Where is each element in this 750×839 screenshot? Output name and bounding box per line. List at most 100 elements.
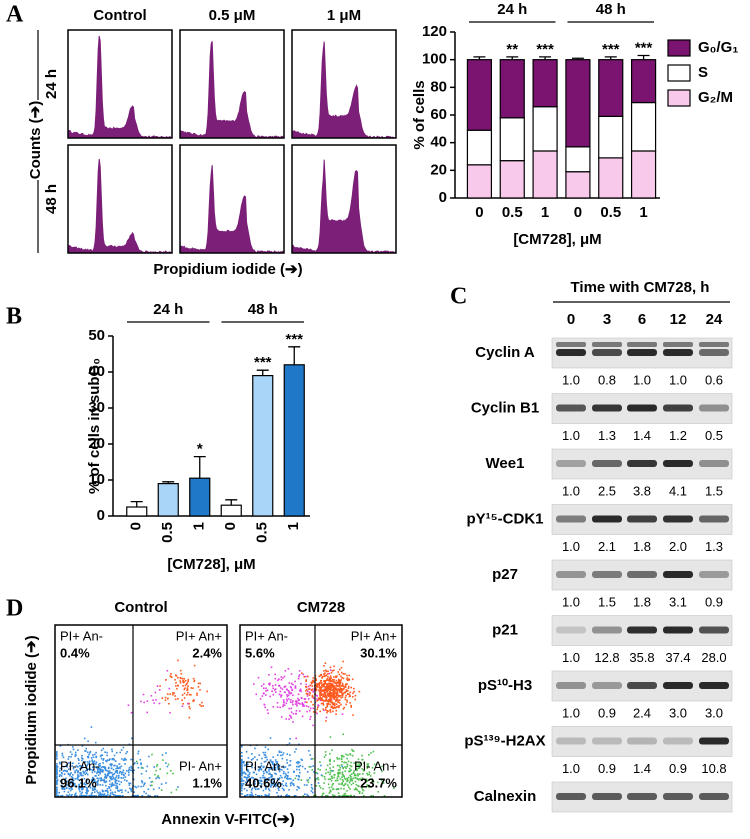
event-dot [241, 755, 243, 757]
event-dot [359, 778, 361, 780]
event-dot [336, 688, 338, 691]
event-dot [94, 753, 96, 756]
event-dot [341, 694, 343, 696]
event-dot [342, 795, 345, 797]
event-dot [92, 787, 94, 790]
event-dot [241, 751, 243, 754]
event-dot [274, 688, 277, 690]
event-dot [64, 778, 66, 781]
protein-label: pY¹⁵-CDK1 [466, 510, 543, 527]
event-dot [69, 765, 71, 768]
event-dot [158, 702, 161, 705]
event-dot [351, 778, 353, 781]
event-dot [281, 776, 283, 779]
event-dot [286, 700, 288, 702]
event-dot [181, 705, 184, 707]
event-dot [65, 794, 68, 796]
event-dot [251, 787, 254, 790]
event-dot [99, 769, 102, 772]
event-dot [316, 708, 318, 711]
event-dot [177, 685, 179, 687]
event-dot [328, 682, 331, 685]
event-dot [350, 773, 353, 775]
y-tick-label: 0 [97, 507, 105, 524]
event-dot [332, 710, 334, 713]
event-dot [282, 752, 285, 754]
event-dot [313, 689, 315, 692]
quadrant-label: PI- An- [245, 758, 285, 773]
event-dot [321, 795, 323, 797]
event-dot [331, 749, 333, 751]
x-tick-label: 0.5 [502, 204, 523, 221]
event-dot [321, 684, 323, 687]
event-dot [249, 777, 252, 780]
event-dot [187, 678, 189, 681]
event-dot [301, 715, 304, 718]
event-dot [290, 717, 293, 719]
event-dot [68, 787, 71, 790]
event-dot [340, 690, 343, 692]
event-dot [307, 675, 309, 678]
event-dot [91, 769, 94, 771]
event-dot [337, 685, 339, 687]
event-dot [81, 791, 83, 794]
event-dot [151, 780, 154, 783]
event-dot [150, 695, 153, 697]
event-dot [91, 778, 94, 781]
event-dot [124, 763, 126, 765]
blot-band [627, 571, 657, 578]
event-dot [328, 792, 331, 794]
event-dot [61, 782, 63, 785]
event-dot [286, 689, 289, 691]
event-dot [137, 766, 140, 769]
bar [220, 504, 242, 517]
bar [157, 483, 179, 517]
event-dot [247, 794, 249, 796]
event-dot [192, 687, 194, 689]
event-dot [326, 710, 328, 712]
event-dot [323, 699, 325, 702]
event-dot [353, 788, 356, 791]
event-dot [114, 780, 117, 782]
event-dot [266, 780, 268, 783]
event-dot [79, 795, 81, 797]
event-dot [56, 752, 58, 754]
panel-letter: B [6, 304, 22, 330]
event-dot [381, 765, 383, 768]
event-dot [255, 778, 258, 781]
event-dot [56, 758, 58, 760]
event-dot [294, 685, 297, 687]
event-dot [104, 776, 106, 778]
event-dot [189, 707, 191, 710]
event-dot [56, 770, 58, 773]
event-dot [83, 737, 86, 740]
event-dot [101, 771, 104, 773]
event-dot [310, 758, 313, 760]
event-dot [353, 774, 356, 777]
y-axis-label: % of cells [411, 80, 428, 149]
event-dot [120, 749, 123, 751]
event-dot [321, 675, 324, 678]
event-dot [77, 757, 80, 760]
event-dot [153, 766, 155, 768]
event-dot [94, 791, 96, 793]
event-dot [268, 777, 270, 779]
event-dot [325, 720, 327, 722]
event-dot [183, 678, 186, 680]
event-dot [283, 675, 286, 678]
event-dot [81, 788, 83, 791]
event-dot [340, 758, 343, 760]
event-dot [344, 696, 347, 699]
event-dot [321, 793, 324, 795]
event-dot [345, 767, 347, 769]
event-dot [90, 768, 92, 771]
event-dot [271, 784, 273, 786]
event-dot [292, 712, 295, 715]
event-dot [324, 683, 327, 685]
event-dot [331, 794, 334, 796]
event-dot [169, 693, 171, 695]
event-dot [264, 746, 267, 748]
event-dot [81, 759, 83, 762]
event-dot [134, 785, 136, 788]
event-dot [295, 710, 298, 712]
